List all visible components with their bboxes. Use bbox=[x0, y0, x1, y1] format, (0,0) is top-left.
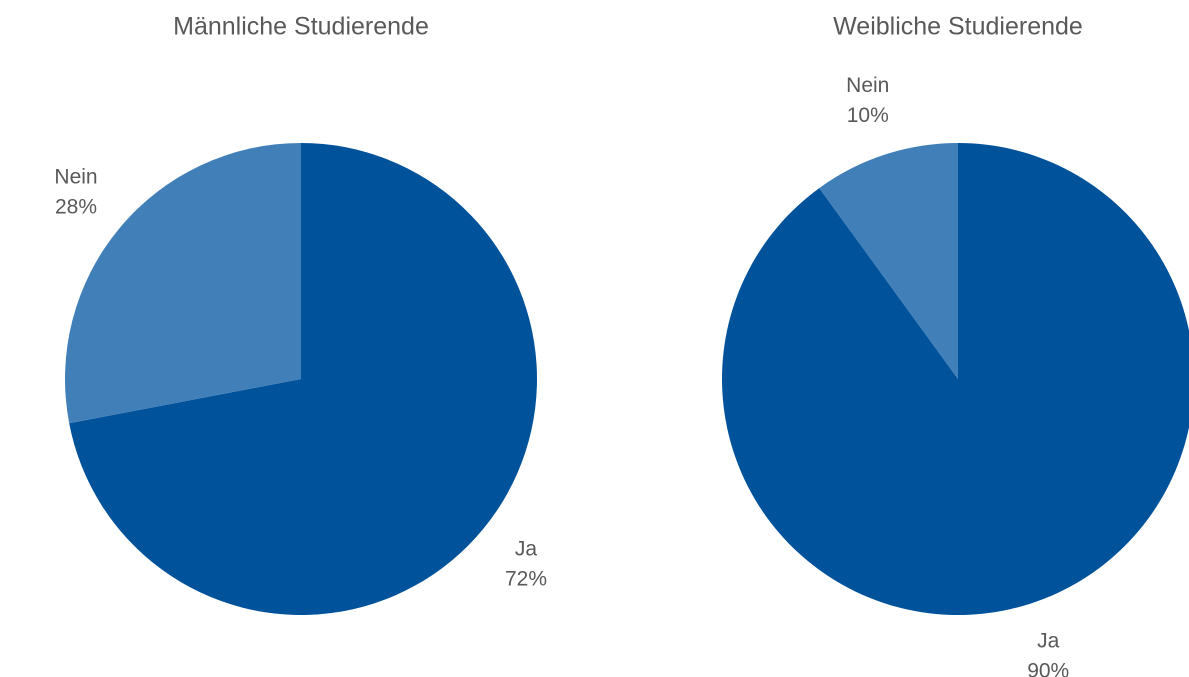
pie-slice bbox=[722, 143, 1189, 615]
pie-slice bbox=[69, 143, 537, 615]
slice-category-label: Ja bbox=[1037, 629, 1060, 652]
slice-category-label: Ja bbox=[515, 538, 538, 561]
chart-title: Männliche Studierende bbox=[173, 13, 429, 41]
slice-category-label: Nein bbox=[846, 74, 889, 97]
chart-title: Weibliche Studierende bbox=[833, 13, 1083, 41]
slice-value-label: 72% bbox=[505, 568, 547, 591]
slice-value-label: 28% bbox=[55, 195, 97, 218]
slice-category-label: Nein bbox=[54, 165, 97, 188]
slice-value-label: 90% bbox=[1027, 659, 1069, 677]
pie-slice bbox=[64, 143, 301, 424]
pie-slice bbox=[819, 143, 958, 379]
slice-value-label: 10% bbox=[847, 104, 889, 127]
